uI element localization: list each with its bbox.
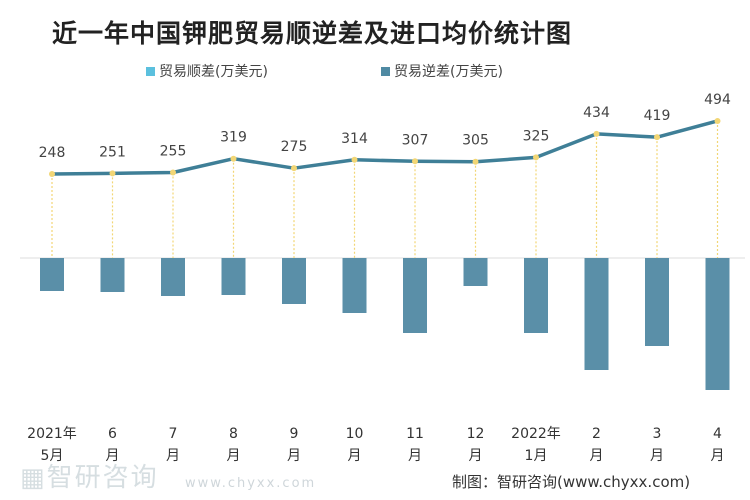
data-label: 248 — [39, 145, 66, 161]
data-label: 325 — [523, 128, 550, 144]
bar-deficit — [524, 258, 548, 333]
bar-deficit — [403, 258, 427, 333]
bar-deficit — [463, 258, 488, 286]
x-tick-label: 2022年 — [511, 426, 561, 442]
watermark-url: www.chyxx.com — [185, 476, 317, 491]
legend-label: 贸易顺差(万美元) — [159, 64, 268, 80]
data-label: 305 — [462, 133, 489, 149]
x-tick-label: 6 — [108, 426, 117, 442]
bar-deficit — [645, 258, 669, 346]
chart-title: 近一年中国钾肥贸易顺逆差及进口均价统计图 — [52, 19, 573, 48]
source-note: 制图：智研咨询(www.chyxx.com) — [452, 473, 691, 491]
data-label: 307 — [402, 132, 429, 148]
line-marker — [291, 165, 297, 172]
x-tick-label: 3 — [653, 426, 662, 442]
data-label: 275 — [281, 139, 308, 155]
line-marker — [230, 155, 237, 162]
bar-deficit — [100, 258, 125, 292]
line-marker — [351, 156, 358, 163]
bar-deficit — [342, 258, 367, 313]
x-tick-label: 月 — [469, 448, 483, 464]
data-label: 419 — [644, 108, 671, 124]
data-label: 494 — [704, 92, 731, 108]
data-label: 434 — [583, 105, 610, 121]
bar-deficit — [221, 258, 246, 295]
x-tick-label: 11 — [406, 426, 424, 442]
x-tick-label: 2021年 — [27, 426, 77, 442]
x-tick-label: 月 — [590, 448, 604, 464]
x-tick-label: 4 — [713, 426, 722, 442]
bar-deficit — [705, 258, 730, 390]
x-tick-label: 月 — [711, 448, 725, 464]
x-tick-label: 月 — [408, 448, 422, 464]
data-label: 255 — [160, 143, 187, 159]
x-tick-label: 月 — [166, 448, 180, 464]
x-tick-label: 月 — [106, 448, 120, 464]
data-label: 314 — [341, 131, 368, 147]
x-tick-label: 月 — [650, 448, 664, 464]
x-tick-label: 7 — [169, 426, 178, 442]
bar-deficit — [40, 258, 64, 291]
legend-swatch — [146, 66, 155, 76]
x-tick-label: 月 — [287, 448, 301, 464]
line-marker — [533, 154, 539, 161]
legend-item-surplus: 贸易顺差(万美元) — [146, 61, 268, 81]
x-tick-label: 月 — [227, 448, 241, 464]
x-tick-label: 10 — [346, 426, 364, 442]
line-marker — [654, 134, 660, 141]
legend-label: 贸易逆差(万美元) — [394, 64, 503, 80]
x-tick-label: 1月 — [525, 448, 548, 464]
line-marker — [714, 117, 721, 124]
line-marker — [109, 170, 116, 177]
legend-item-deficit: 贸易逆差(万美元) — [381, 61, 503, 81]
data-label: 319 — [220, 130, 247, 146]
bar-deficit — [584, 258, 609, 370]
line-marker — [472, 158, 479, 165]
line-marker — [170, 169, 176, 176]
line-marker — [593, 130, 600, 137]
x-tick-label: 8 — [229, 426, 238, 442]
bar-deficit — [161, 258, 185, 296]
data-label: 251 — [99, 144, 126, 160]
watermark-logo: ▦智研咨询 — [20, 463, 159, 493]
legend-swatch — [381, 66, 390, 76]
x-tick-label: 5月 — [41, 448, 64, 464]
price-line — [51, 119, 718, 176]
x-tick-label: 2 — [592, 426, 601, 442]
line-marker — [49, 171, 55, 177]
x-tick-label: 12 — [467, 426, 485, 442]
x-tick-label: 月 — [348, 448, 362, 464]
bar-deficit — [282, 258, 306, 304]
x-tick-label: 9 — [290, 426, 299, 442]
line-marker — [412, 158, 418, 165]
